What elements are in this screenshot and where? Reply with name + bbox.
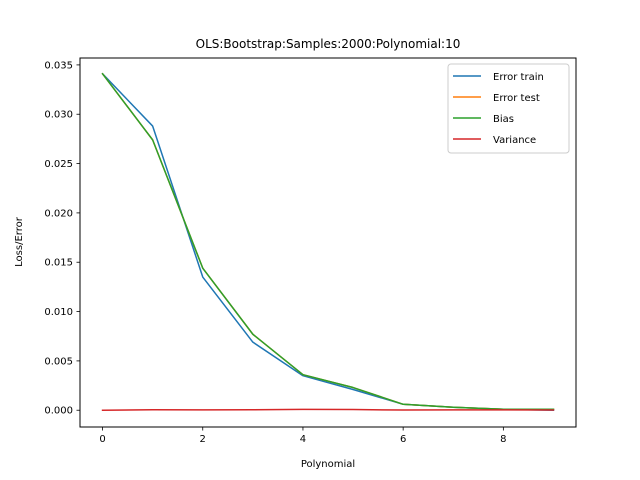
x-tick-label: 4 [300, 434, 306, 445]
y-tick-label: 0.025 [44, 159, 73, 170]
y-tick-label: 0.035 [44, 60, 73, 71]
x-tick-label: 2 [200, 434, 206, 445]
series-line-variance [101, 408, 555, 411]
legend-label: Bias [493, 114, 514, 125]
x-tick-label: 0 [99, 434, 105, 445]
series-line-bias [101, 72, 555, 410]
legend-label: Variance [493, 135, 536, 146]
y-tick-label: 0.005 [44, 356, 73, 367]
legend-box [447, 63, 570, 154]
x-axis-label: Polynomial [301, 459, 355, 470]
plot-lines [101, 72, 555, 411]
y-axis-label: Loss/Error [14, 216, 25, 267]
x-tick-label: 6 [400, 434, 406, 445]
y-ticks: 0.000 0.005 0.010 0.015 0.020 0.025 0.030 0.035 [44, 60, 80, 417]
legend: Error train Error test Bias Variance [447, 63, 570, 154]
y-tick-label: 0.010 [44, 307, 73, 318]
x-tick-label: 8 [500, 434, 506, 445]
y-tick-label: 0.030 [44, 110, 73, 121]
y-tick-label: 0.015 [44, 258, 73, 269]
y-tick-label: 0.000 [44, 406, 73, 417]
legend-label: Error test [493, 93, 540, 104]
legend-label: Error train [493, 72, 544, 83]
plot-frame [79, 57, 577, 428]
x-ticks: 0 2 4 6 8 [99, 427, 507, 445]
chart-title: OLS:Bootstrap:Samples:2000:Polynomial:10 [196, 37, 461, 51]
y-tick-label: 0.020 [44, 208, 73, 219]
